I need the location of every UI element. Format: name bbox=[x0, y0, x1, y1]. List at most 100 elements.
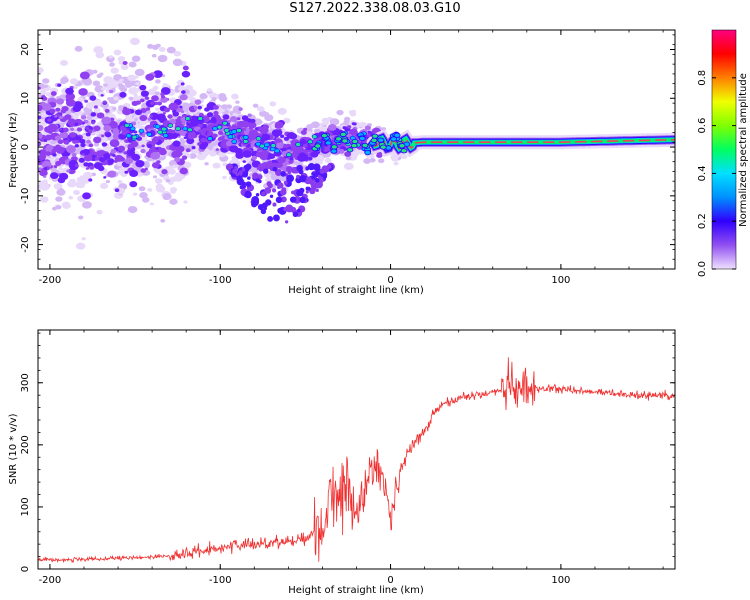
spectrogram-point bbox=[53, 164, 58, 169]
spectrogram-point bbox=[153, 175, 158, 179]
spectrogram-point bbox=[359, 121, 367, 128]
spectrogram-point bbox=[242, 135, 249, 140]
spectrogram-point bbox=[103, 153, 111, 159]
spectrogram-point bbox=[151, 162, 160, 169]
spectrogram-point bbox=[370, 137, 378, 143]
spectrogram-point bbox=[275, 169, 282, 177]
spectrogram-point bbox=[349, 111, 357, 117]
x-tick-label: -100 bbox=[209, 275, 232, 286]
y-tick-label: 0 bbox=[20, 144, 31, 150]
spectrogram-point bbox=[38, 86, 41, 90]
spectrogram-point bbox=[71, 152, 77, 157]
spectrogram-point bbox=[103, 176, 107, 179]
spectrogram-point bbox=[315, 188, 319, 192]
spectrogram-point bbox=[113, 96, 119, 101]
spectrogram-point bbox=[39, 196, 49, 203]
spectrogram-point bbox=[318, 177, 324, 184]
spectrogram-point bbox=[179, 105, 183, 109]
spectrogram-point bbox=[74, 45, 83, 52]
spectrogram-point bbox=[273, 214, 280, 222]
spectrogram-point bbox=[53, 183, 63, 190]
spectrogram-point bbox=[66, 169, 70, 173]
spectrogram-point bbox=[72, 139, 78, 144]
spectrogram-point bbox=[236, 117, 241, 121]
spectrogram-point bbox=[145, 107, 151, 111]
spectrogram-point bbox=[229, 116, 238, 122]
spectrogram-point bbox=[81, 201, 92, 209]
spectrogram-point bbox=[89, 95, 97, 101]
spectrogram-point bbox=[182, 126, 188, 131]
spectrogram-point bbox=[100, 94, 104, 97]
spectrogram-point bbox=[102, 100, 107, 104]
spectrogram-point bbox=[138, 186, 146, 192]
chart-title: S127.2022.338.08.03.G10 bbox=[289, 1, 461, 16]
spectrogram-point bbox=[76, 127, 83, 132]
spectrogram-point bbox=[84, 99, 89, 103]
spectrogram-point bbox=[58, 167, 63, 171]
spectrogram-point bbox=[87, 155, 93, 159]
spectrogram-point bbox=[244, 190, 252, 199]
spectrogram-point bbox=[122, 107, 132, 116]
spectrogram-point bbox=[114, 154, 124, 162]
spectrogram-point bbox=[185, 148, 191, 153]
spectrogram-point bbox=[351, 122, 356, 126]
spectrogram-point bbox=[283, 180, 288, 185]
spectrogram-point bbox=[188, 153, 197, 159]
spectrogram-point bbox=[134, 109, 143, 116]
spectrogram-point bbox=[117, 180, 123, 184]
spectrogram-point bbox=[138, 139, 148, 147]
spectrogram-point bbox=[211, 133, 218, 139]
spectrogram-point bbox=[88, 129, 93, 133]
spectrogram-point bbox=[296, 174, 301, 179]
spectrogram-point bbox=[123, 129, 130, 135]
spectrogram-point bbox=[55, 146, 65, 154]
spectrogram-point bbox=[310, 151, 319, 158]
spectrogram-point bbox=[330, 144, 338, 150]
spectrogram-point bbox=[93, 142, 100, 147]
spectrogram-point bbox=[198, 129, 203, 133]
spectrogram-point bbox=[124, 157, 134, 165]
snr-x-label: Height of straight line (km) bbox=[288, 585, 424, 596]
spectrogram-point bbox=[257, 106, 263, 112]
spectrogram-point bbox=[288, 160, 294, 164]
spectrogram-point bbox=[212, 105, 219, 110]
spectrogram-point bbox=[82, 171, 93, 179]
spectrogram-point bbox=[126, 149, 136, 157]
spectrogram-point bbox=[212, 162, 221, 169]
spectrogram-point bbox=[146, 143, 153, 149]
spectrogram-point bbox=[54, 115, 58, 118]
spectrogram-point bbox=[342, 126, 347, 130]
spectrogram-point bbox=[117, 145, 126, 152]
spectrogram-point bbox=[227, 119, 232, 123]
spectrogram-point bbox=[95, 51, 105, 59]
spectrogram-point bbox=[173, 50, 182, 57]
spectrogram-point bbox=[158, 149, 167, 156]
spectrogram-point bbox=[254, 127, 259, 131]
spectrogram-point bbox=[56, 98, 65, 105]
spectrogram-point bbox=[329, 118, 340, 126]
spectrogram-point bbox=[169, 186, 178, 193]
spectrogram-point bbox=[185, 153, 191, 158]
spectrogram-point bbox=[343, 162, 354, 170]
spectrogram-point bbox=[398, 143, 406, 149]
spectrogram-point bbox=[128, 61, 137, 68]
spectrogram-point bbox=[236, 110, 242, 115]
spectrogram-point bbox=[377, 158, 385, 164]
spectrogram-point bbox=[132, 192, 138, 196]
spectrogram-point bbox=[109, 62, 115, 67]
spectrogram-point bbox=[191, 146, 196, 150]
spectrogram-point bbox=[118, 60, 125, 65]
x-tick-label: -200 bbox=[39, 275, 62, 286]
spectrogram-point bbox=[193, 105, 198, 109]
spectrogram-point bbox=[187, 120, 191, 123]
spectrogram-point bbox=[93, 125, 101, 132]
spectrogram-point bbox=[47, 118, 52, 122]
spectrogram-point bbox=[234, 165, 238, 170]
spectrogram-point bbox=[263, 168, 269, 174]
spectrogram-point bbox=[58, 139, 63, 144]
spectrogram-point bbox=[122, 61, 128, 66]
spectrogram-point bbox=[312, 172, 319, 178]
spectrogram-point bbox=[64, 114, 72, 120]
spectrogram-point bbox=[60, 59, 68, 66]
